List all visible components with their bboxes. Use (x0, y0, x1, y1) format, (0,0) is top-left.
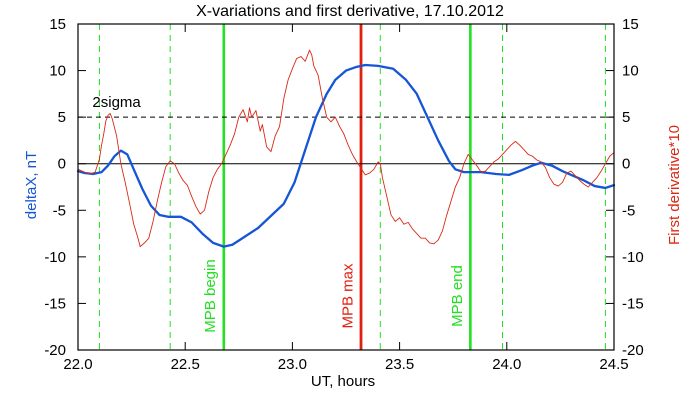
left-y-tick-label-4: 0 (58, 156, 66, 173)
threshold-label: 2sigma (92, 94, 141, 111)
left-y-tick-label-1: 15 (49, 16, 66, 33)
right-y-tick-label-7: -15 (622, 295, 644, 312)
left-y-tick-label-2: 10 (49, 63, 66, 80)
right-y-tick-label-3: 5 (622, 109, 630, 126)
x-tick-label-4: 23.5 (385, 356, 414, 373)
right-y-tick-label-8: -20 (622, 342, 644, 359)
left-axis-label: deltaX, nT (23, 151, 40, 219)
right-y-tick-label-2: 10 (622, 63, 639, 80)
left-y-tick-label-8: -20 (44, 342, 66, 359)
right-axis-label: First derivative*10 (666, 125, 683, 245)
x-tick-label-1: 22.0 (63, 356, 92, 373)
chart-title: X-variations and first derivative, 17.10… (196, 3, 504, 20)
right-y-tick-label-1: 15 (622, 16, 639, 33)
series-deltaX-line (76, 63, 616, 248)
x-tick-label-3: 23.0 (278, 356, 307, 373)
reference-label-3: MPB begin (202, 259, 219, 332)
reference-label-6: MPB end (449, 265, 466, 327)
left-y-tick-label-7: -15 (44, 295, 66, 312)
right-y-tick-label-4: 0 (622, 156, 630, 173)
right-y-tick-label-5: -5 (622, 202, 635, 219)
x-tick-label-2: 22.5 (171, 356, 200, 373)
x-tick-label-6: 24.5 (599, 356, 628, 373)
x-tick-label-5: 24.0 (492, 356, 521, 373)
series-derivative-line (77, 49, 615, 248)
left-y-tick-label-6: -10 (44, 249, 66, 266)
chart-layer: 22.0 22.5 23.0 23.5 24.0 24.5 15 15 10 10 5 5 0 0 -5 -5… (44, 16, 643, 373)
left-y-tick-label-3: 5 (58, 109, 66, 126)
reference-label-4: MPB max (339, 263, 356, 329)
left-y-tick-label-5: -5 (53, 202, 66, 219)
x-axis-label: UT, hours (311, 373, 375, 390)
plot-frame (77, 23, 615, 351)
right-y-tick-label-6: -10 (622, 249, 644, 266)
